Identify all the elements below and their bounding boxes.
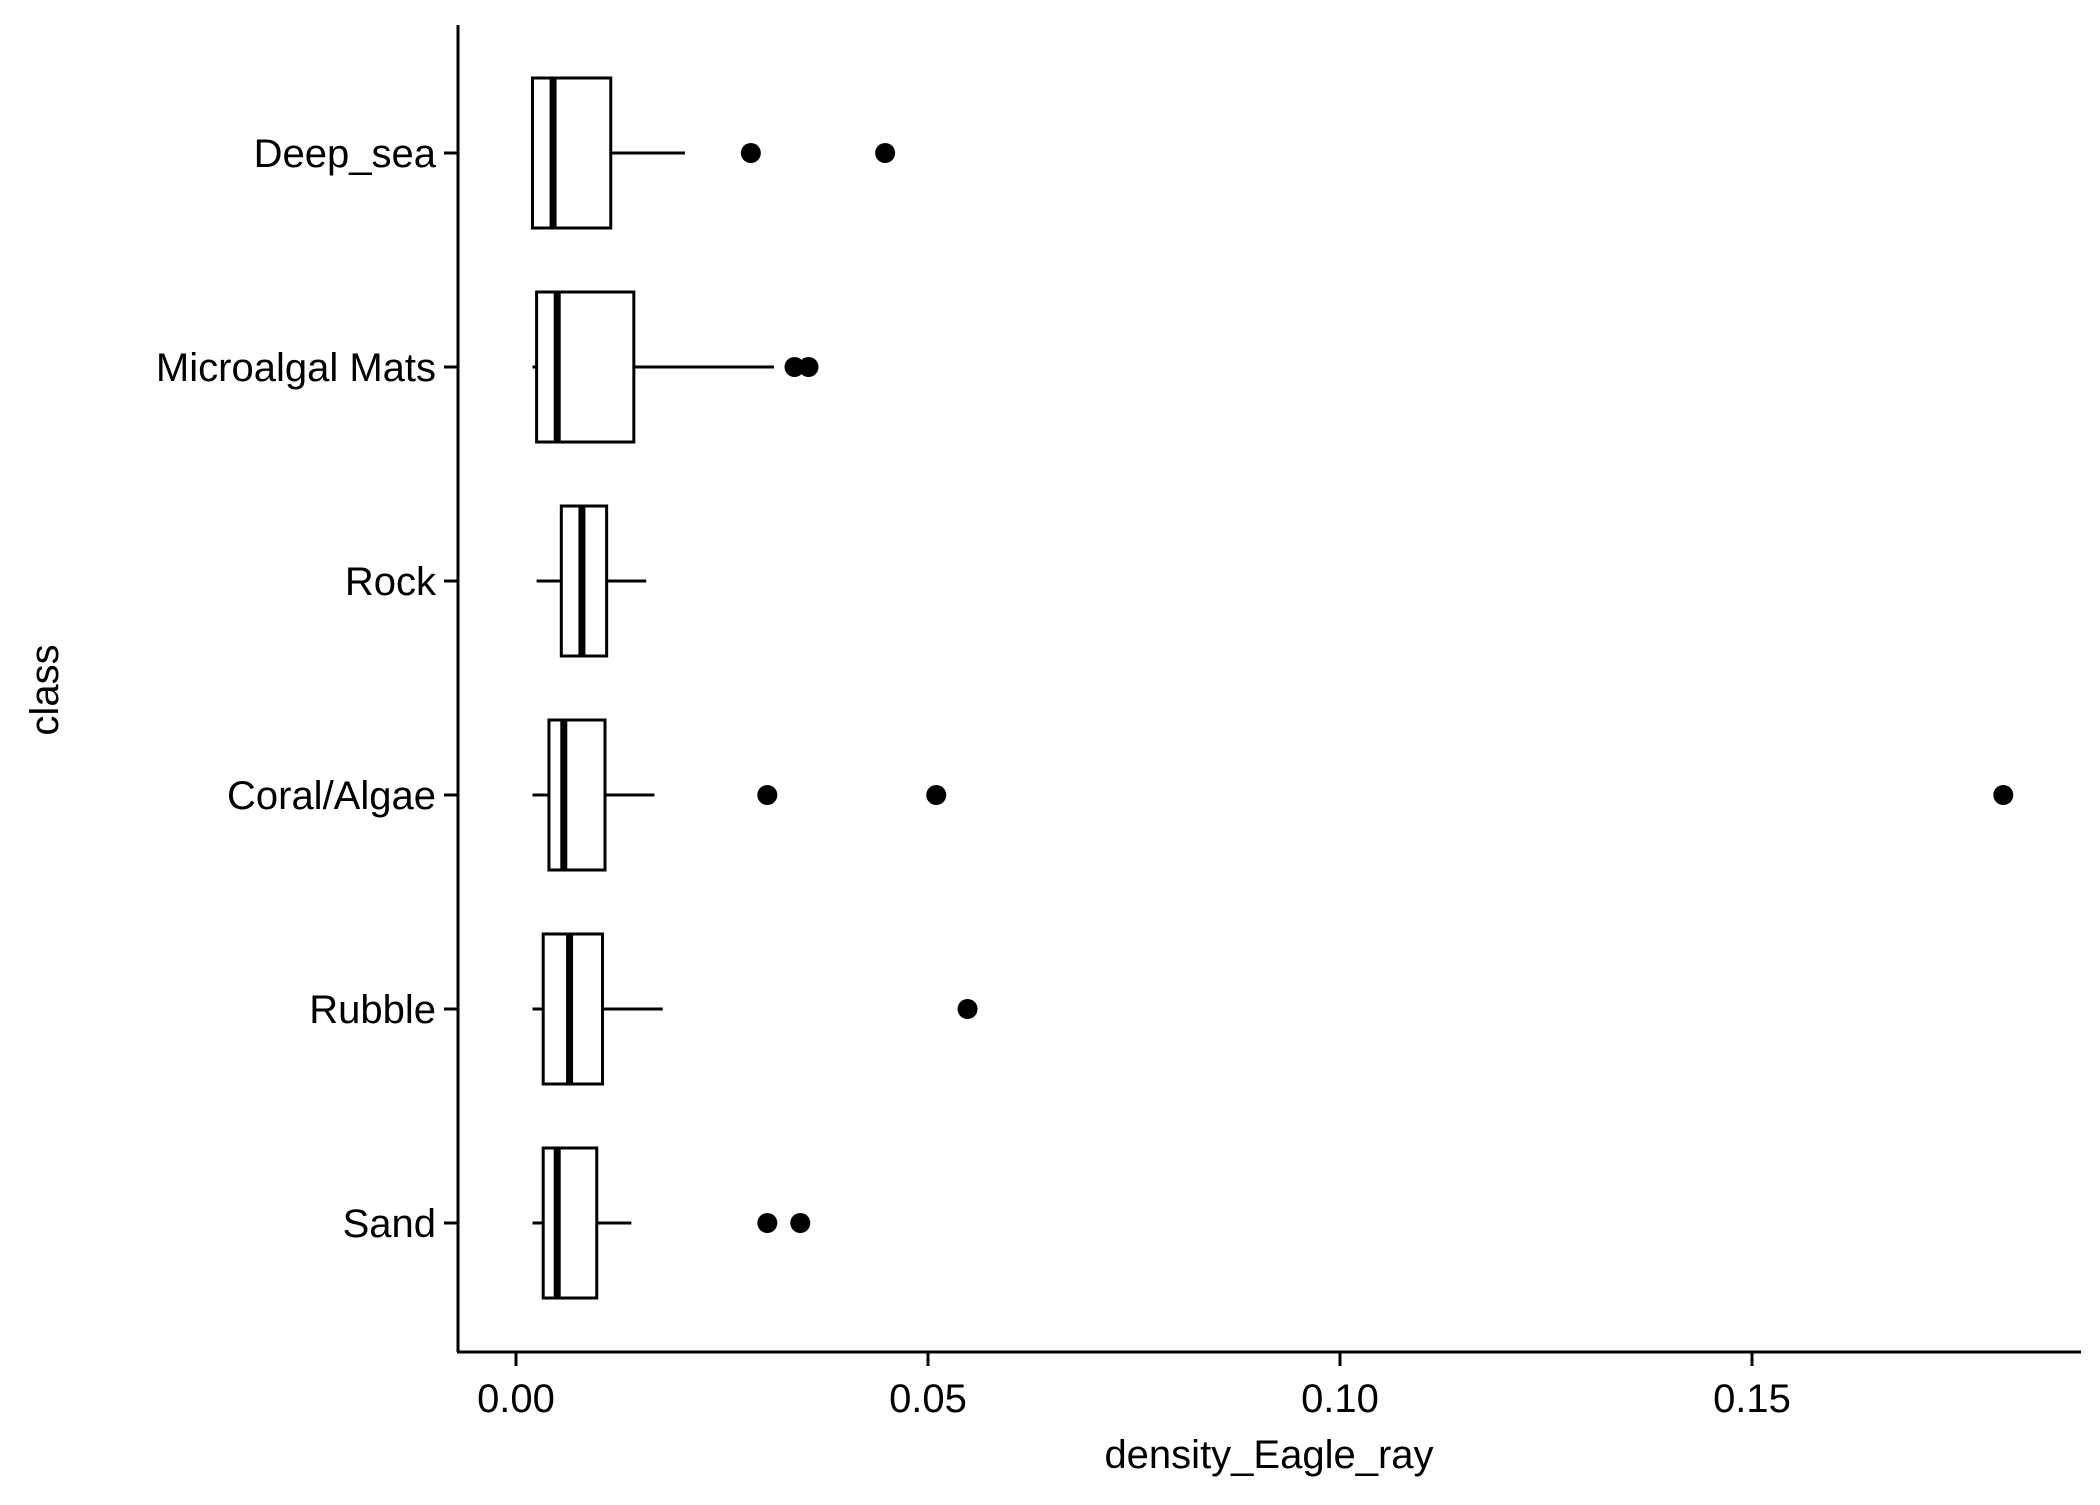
y-tick-label: Microalgal Mats (156, 346, 436, 390)
boxes-layer (530, 76, 774, 1300)
outlier-point (798, 357, 819, 377)
y-tick-label: Sand (343, 1202, 436, 1246)
x-axis-title: density_Eagle_ray (1104, 1433, 1433, 1477)
box-rect (541, 1146, 599, 1300)
x-tick-label: 0.05 (889, 1377, 967, 1421)
x-tick-label: 0.10 (1301, 1377, 1379, 1421)
y-tick-label: Rock (345, 560, 437, 604)
box-group-rock (536, 504, 647, 658)
y-axis-title: class (23, 644, 67, 735)
box-rect (530, 76, 613, 230)
x-tick-label: 0.15 (1713, 1377, 1791, 1421)
outlier-point (784, 357, 805, 377)
x-ticks-layer: 0.00 0.05 0.10 0.15 (477, 1352, 1791, 1421)
outlier-point (875, 143, 896, 163)
y-tick-label: Rubble (309, 988, 436, 1032)
outlier-point (757, 1213, 778, 1233)
outliers-layer (740, 143, 2014, 1233)
outlier-point (790, 1213, 811, 1233)
y-ticks-layer: Deep_sea Microalgal Mats Rock Coral/Algae Ru… (156, 132, 458, 1246)
box-group-rubble (532, 932, 663, 1086)
box-group-deep-sea (530, 76, 685, 230)
y-tick-label: Coral/Algae (227, 774, 436, 818)
outlier-point (757, 785, 778, 805)
box-group-coral-algae (532, 718, 655, 872)
box-rect (535, 290, 636, 444)
box-group-sand (532, 1146, 632, 1300)
outlier-point (926, 785, 947, 805)
x-tick-label: 0.00 (477, 1377, 555, 1421)
outlier-point (1993, 785, 2014, 805)
y-tick-label: Deep_sea (254, 132, 437, 176)
box-rect (547, 718, 607, 872)
outlier-point (740, 143, 761, 163)
box-group-microalgal-mats (532, 290, 774, 444)
outlier-point (957, 999, 978, 1019)
